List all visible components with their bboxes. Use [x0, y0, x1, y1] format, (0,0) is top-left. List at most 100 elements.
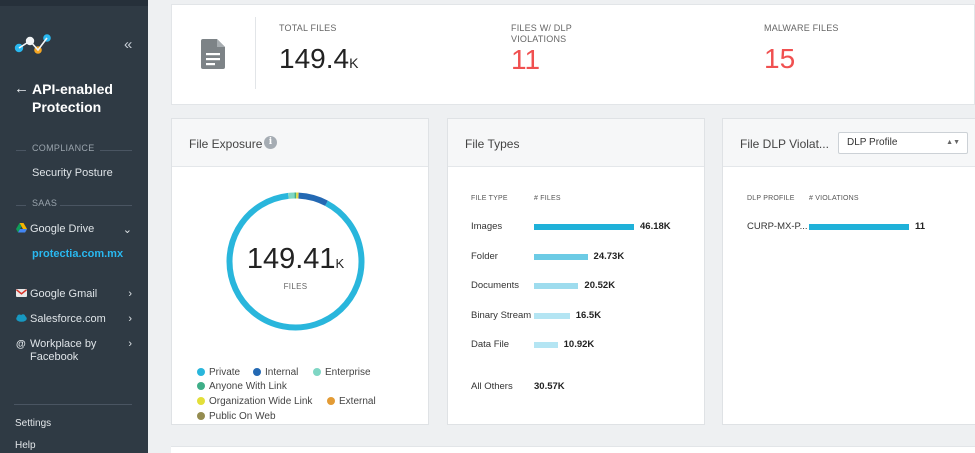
legend-dot-icon: [197, 368, 205, 376]
legend-label: Anyone With Link: [209, 381, 287, 392]
salesforce-label: Salesforce.com: [30, 313, 106, 325]
dlp-violation-count: 11: [915, 221, 926, 232]
help-link[interactable]: Help: [15, 440, 36, 451]
legend-dot-icon: [313, 368, 321, 376]
summary-card: TOTAL FILES 149.4K FILES W/ DLP VIOLATIO…: [171, 4, 975, 105]
legend-item-public-on-web[interactable]: Public On Web: [197, 411, 276, 422]
file-type-bar[interactable]: [534, 283, 579, 289]
nav-account-protectia[interactable]: protectia.com.mx: [32, 248, 124, 260]
section-divider: [16, 150, 26, 151]
exposure-donut-chart[interactable]: 149.41K FILES: [225, 191, 366, 332]
back-arrow-icon[interactable]: ←: [14, 80, 29, 97]
dlp-profile-select-value: DLP Profile: [847, 137, 898, 148]
chevron-right-icon[interactable]: ›: [128, 288, 132, 300]
nav-google-drive[interactable]: Google Drive ⌄: [16, 223, 138, 236]
legend-dot-icon: [327, 397, 335, 405]
dlp-violations-label: FILES W/ DLP VIOLATIONS: [511, 23, 572, 44]
file-type-bar[interactable]: [534, 342, 558, 348]
malware-files-value[interactable]: 15: [764, 43, 796, 74]
bottom-card-edge: [171, 446, 975, 453]
file-type-row[interactable]: Documents 20.52K: [471, 280, 701, 292]
info-icon[interactable]: i: [264, 136, 277, 149]
legend-dot-icon: [197, 412, 205, 420]
saas-section-header: SAAS: [16, 198, 132, 212]
sidebar: « ← API-enabled Protection COMPLIANCE Se…: [0, 0, 148, 453]
total-files-metric: TOTAL FILES 149.4K: [279, 23, 358, 78]
chevron-right-icon[interactable]: ›: [128, 338, 132, 350]
file-type-name: All Others: [471, 381, 513, 392]
total-files-value: 149.4K: [279, 44, 358, 78]
workplace-label: Workplace by Facebook: [30, 338, 97, 363]
file-type-row-others[interactable]: All Others 30.57K: [471, 381, 701, 393]
file-type-row[interactable]: Folder 24.73K: [471, 251, 701, 263]
file-type-name: Folder: [471, 250, 498, 262]
legend-item-organization-wide-link[interactable]: Organization Wide Link: [197, 396, 312, 407]
legend-label: Public On Web: [209, 411, 276, 422]
document-icon: [201, 39, 225, 69]
donut-total-unit: K: [335, 256, 345, 271]
legend-item-enterprise[interactable]: Enterprise: [313, 367, 371, 378]
settings-link[interactable]: Settings: [15, 418, 52, 429]
dlp-profile-select[interactable]: DLP Profile ▲▼: [838, 132, 968, 154]
file-type-name: Binary Stream: [471, 309, 532, 321]
legend-label: Internal: [265, 367, 299, 378]
netskope-logo: [14, 34, 51, 54]
panel-header: File Exposure i: [172, 119, 428, 167]
legend-dot-icon: [197, 382, 205, 390]
file-type-count: 30.57K: [534, 381, 565, 392]
file-type-row[interactable]: Binary Stream 16.5K: [471, 310, 701, 322]
file-type-count: 20.52K: [584, 280, 616, 291]
google-drive-icon: [16, 223, 27, 233]
file-type-bar[interactable]: [534, 253, 588, 260]
donut-segment-internal[interactable]: [298, 192, 328, 206]
file-type-count: 10.92K: [563, 339, 595, 350]
google-drive-label: Google Drive: [30, 223, 95, 235]
legend-label: External: [339, 396, 376, 407]
nav-google-gmail[interactable]: Google Gmail ›: [16, 288, 138, 300]
file-type-name: Images: [471, 221, 503, 232]
legend-dot-icon: [253, 368, 261, 376]
dlp-violations-value[interactable]: 11: [511, 44, 541, 75]
sidebar-divider: [14, 404, 132, 405]
legend-item-anyone-with-link[interactable]: Anyone With Link: [197, 381, 287, 392]
file-type-row[interactable]: Data File 10.92K: [471, 339, 701, 351]
panel-header: File DLP Violat... DLP Profile ▲▼: [723, 119, 975, 167]
dlp-violations-metric[interactable]: FILES W/ DLP VIOLATIONS 11: [511, 23, 581, 75]
file-type-name: Data File: [471, 339, 510, 350]
donut-center: 149.41K FILES: [225, 243, 366, 291]
nav-salesforce[interactable]: Salesforce.com ›: [16, 313, 138, 325]
malware-files-metric[interactable]: MALWARE FILES 15: [764, 23, 839, 74]
col-dlp-profile: DLP PROFILE: [747, 195, 795, 202]
dlp-violations-title: File DLP Violat...: [740, 137, 829, 151]
file-exposure-title: File Exposure: [189, 137, 263, 151]
file-type-name: Documents: [471, 280, 520, 291]
donut-segment-private[interactable]: [226, 192, 365, 331]
legend-item-private[interactable]: Private: [197, 367, 240, 378]
section-divider: [60, 205, 132, 206]
summary-divider: [255, 17, 256, 89]
file-type-count: 24.73K: [593, 250, 625, 262]
total-files-label: TOTAL FILES: [279, 23, 337, 33]
total-files-unit: K: [349, 55, 359, 71]
donut-total-number: 149.41: [246, 243, 336, 275]
col-file-type: FILE TYPE: [471, 195, 508, 202]
file-type-row[interactable]: Images 46.18K: [471, 221, 701, 233]
file-types-title: File Types: [465, 137, 520, 151]
dlp-violation-row[interactable]: CURP-MX-P... 11: [747, 221, 975, 233]
nav-workplace[interactable]: @ Workplace by Facebook ›: [16, 338, 138, 364]
compliance-label: COMPLIANCE: [32, 143, 95, 153]
file-type-bar[interactable]: [534, 224, 634, 230]
chevron-down-icon[interactable]: ⌄: [122, 224, 132, 236]
sidebar-top-strip: [0, 0, 148, 6]
nav-security-posture[interactable]: Security Posture: [32, 167, 113, 179]
legend-label: Enterprise: [325, 367, 371, 378]
legend-item-external[interactable]: External: [327, 396, 376, 407]
file-type-bar[interactable]: [534, 312, 570, 319]
section-divider: [100, 150, 132, 151]
chevron-right-icon[interactable]: ›: [128, 313, 132, 325]
collapse-sidebar-icon[interactable]: «: [124, 36, 133, 53]
legend-item-internal[interactable]: Internal: [253, 367, 298, 378]
saas-label: SAAS: [32, 198, 58, 208]
google-gmail-label: Google Gmail: [30, 288, 98, 300]
dlp-violation-bar[interactable]: [809, 224, 909, 230]
